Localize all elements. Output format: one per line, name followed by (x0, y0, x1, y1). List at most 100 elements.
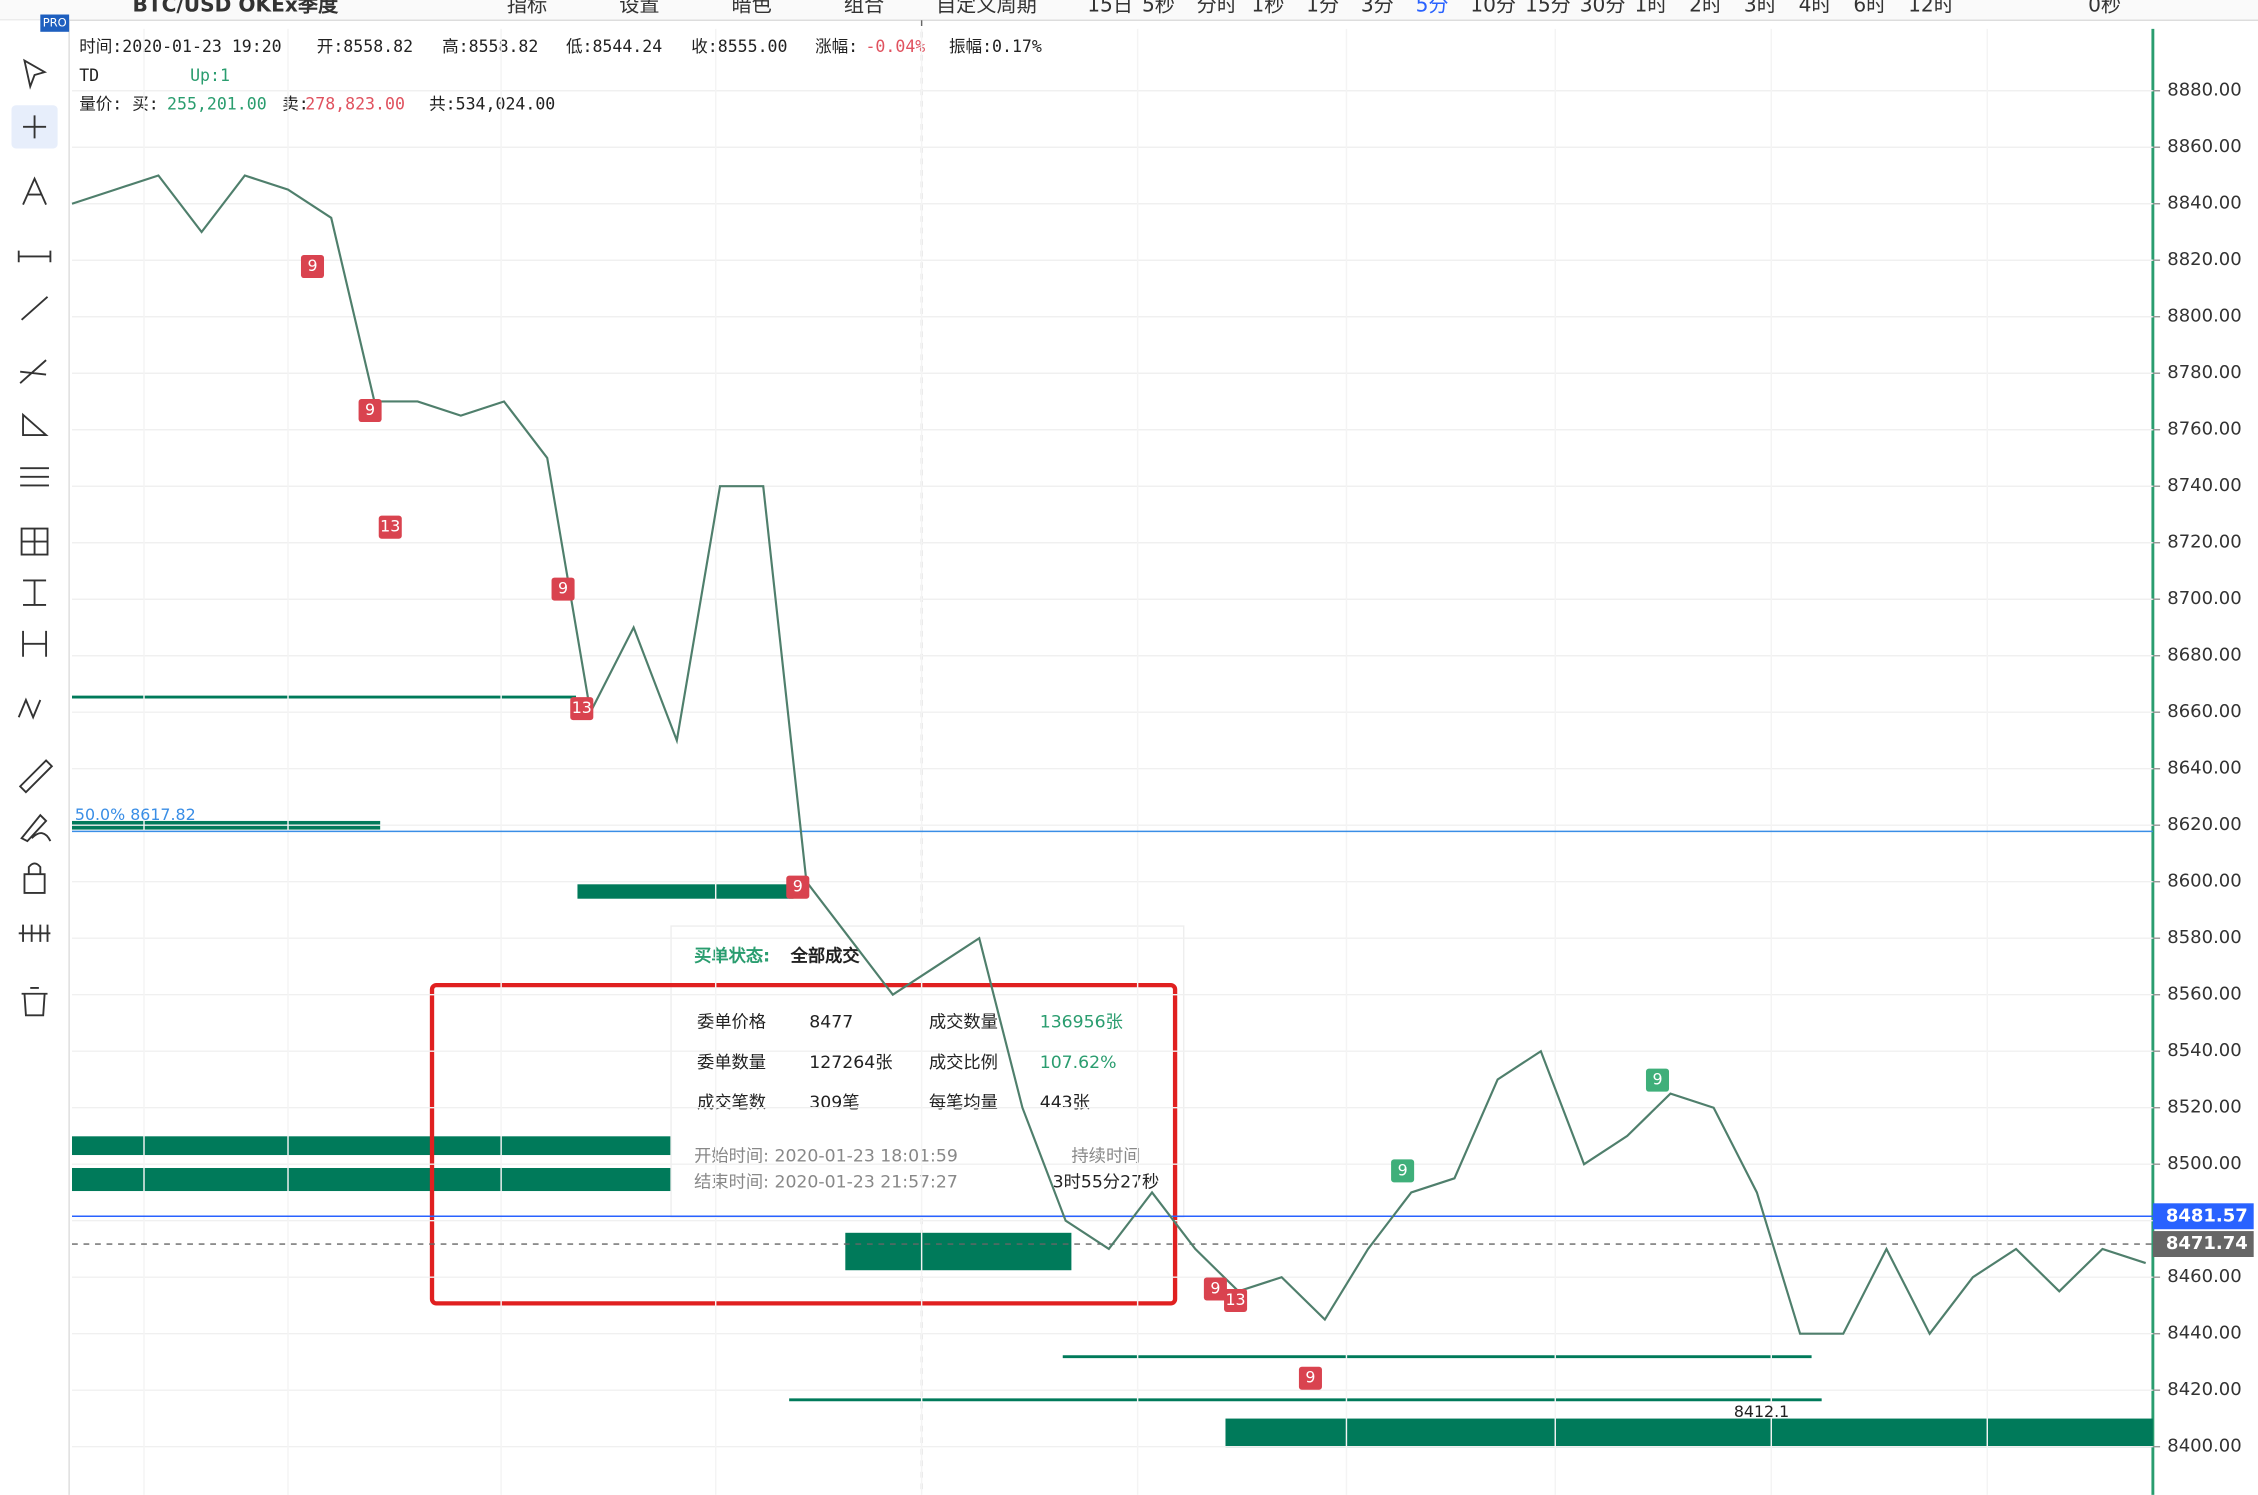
tooltip-status: 全部成交 (790, 945, 861, 966)
order-bar (72, 1167, 672, 1192)
volume-label: 量价: 买: (79, 95, 159, 114)
info-close: 收:8555.00 (691, 37, 787, 56)
y-tick-label: 8800.00 (2167, 306, 2241, 327)
y-tick-label: 8540.00 (2167, 1040, 2241, 1061)
order-bar (1225, 1418, 2153, 1448)
wave-icon[interactable] (17, 697, 42, 720)
td-marker (358, 399, 382, 423)
order-bar (72, 1136, 672, 1156)
trash-icon[interactable] (21, 987, 48, 1017)
ray-icon[interactable] (20, 296, 49, 321)
period-button[interactable]: 3时 (1744, 0, 1777, 16)
period-button[interactable]: 10分 (1470, 0, 1516, 16)
toolbar-button[interactable]: 组合 (844, 0, 884, 16)
top-bar[interactable]: BTC/USD OKEx季度 指标 设置 暗色 组合 自定义周期 15日 5秒 分时 1秒 1分 3… (132, 0, 2121, 16)
y-tick-label: 8760.00 (2167, 419, 2241, 440)
toolbar-button[interactable]: 指标 (507, 0, 547, 16)
period-button[interactable]: 4时 (1799, 0, 1832, 16)
y-tick-label: 8680.00 (2167, 645, 2241, 666)
td-marker (786, 875, 810, 899)
y-tick-label: 8660.00 (2167, 701, 2241, 722)
triangle-icon[interactable] (22, 412, 49, 436)
period-button[interactable]: 5分 (1416, 0, 1449, 16)
indicator-name: TD (79, 66, 99, 85)
period-button[interactable]: 12时 (1908, 0, 1954, 16)
info-time: 时间:2020-01-23 19:20 (79, 37, 281, 56)
price-tag (2152, 1203, 2254, 1230)
line-icon[interactable] (17, 250, 52, 263)
info-change: -0.04% (865, 37, 925, 56)
td-marker-label: 9 (1652, 1070, 1662, 1089)
td-marker-label: 9 (793, 877, 803, 896)
period-button[interactable]: 2时 (1689, 0, 1722, 16)
ruler-icon[interactable] (18, 759, 54, 794)
toolbar-button[interactable]: 暗色 (732, 0, 772, 16)
tooltip-label: 每笔均量 (929, 1093, 998, 1113)
tooltip-label: 成交笔数 (697, 1093, 766, 1113)
td-marker-label: 13 (572, 698, 592, 717)
period-button[interactable]: 1秒 (1251, 0, 1284, 16)
indicator-status: Up:1 (190, 66, 230, 85)
y-tick-label: 8600.00 (2167, 871, 2241, 892)
y-tick-label: 8520.00 (2167, 1097, 2241, 1118)
lock-icon[interactable] (23, 862, 46, 894)
td-marker (1298, 1366, 1322, 1390)
td-marker-label: 13 (1225, 1290, 1245, 1309)
side-toolbar (0, 20, 70, 1495)
info-low: 低:8544.24 (566, 37, 662, 56)
td-marker (570, 697, 594, 721)
tooltip-value: 127264张 (809, 1053, 892, 1073)
fib-icon[interactable] (20, 467, 49, 487)
pointer-icon[interactable] (23, 58, 48, 90)
period-button[interactable]: 6时 (1853, 0, 1886, 16)
toolbar (0, 0, 2258, 21)
grid-icon[interactable] (20, 527, 49, 556)
y-tick-label: 8880.00 (2167, 80, 2241, 101)
symbol[interactable]: BTC/USD OKEx季度 (132, 0, 339, 16)
tooltip-value: 443张 (1040, 1093, 1090, 1113)
td-marker (1203, 1277, 1227, 1301)
period-button[interactable]: 3分 (1361, 0, 1394, 16)
y-tick-label: 8720.00 (2167, 532, 2241, 553)
td-marker-label: 9 (1398, 1160, 1408, 1179)
tooltip-value: 107.62% (1040, 1053, 1117, 1073)
td-marker (1645, 1068, 1670, 1092)
period-button[interactable]: 1分 (1306, 0, 1339, 16)
period-button[interactable]: 分时 (1197, 0, 1237, 16)
tooltip-label: 委单数量 (697, 1053, 766, 1073)
order-bar (577, 884, 794, 899)
y-tick-label: 8780.00 (2167, 362, 2241, 383)
pro-text: PRO (43, 16, 67, 30)
period-button[interactable]: 5秒 (1142, 0, 1175, 16)
period-button[interactable]: 15分 (1525, 0, 1571, 16)
candle-icon[interactable] (18, 924, 51, 942)
tooltip-start: 开始时间: 2020-01-23 18:01:59 (694, 1146, 958, 1166)
toolbar-button[interactable]: 设置 (619, 0, 659, 16)
td-marker-label: 9 (365, 400, 375, 419)
period-button[interactable]: 30分 (1580, 0, 1626, 16)
tooltip-status-label: 买单状态: (694, 945, 770, 966)
tooltip-duration: 3时55分27秒 (1053, 1172, 1160, 1192)
price-line-series (71, 174, 2147, 1336)
pen-icon[interactable] (20, 813, 52, 843)
period-button[interactable]: 1时 (1634, 0, 1667, 16)
tooltip: 买单状态: 全部成交 开始时间: 2020-01-23 18:01:59 结束时… (429, 925, 1185, 1306)
period-button[interactable]: 15日 (1087, 0, 1133, 16)
td-marker-label: 9 (558, 579, 568, 598)
measure-icon[interactable] (23, 579, 47, 606)
info-high: 高:8558.82 (442, 37, 538, 56)
info-change-label: 涨幅: (815, 37, 858, 56)
volume-total: 共:534,024.00 (429, 95, 555, 114)
text-icon[interactable] (22, 176, 47, 205)
y-tick-label: 8840.00 (2167, 193, 2241, 214)
side-icons[interactable] (11, 58, 58, 1017)
pitchfork-icon[interactable] (19, 359, 47, 384)
tooltip-label: 成交比例 (929, 1053, 998, 1073)
td-marker-label: 9 (1305, 1368, 1315, 1387)
period-menu[interactable]: 自定义周期 (936, 0, 1037, 16)
order-bar (845, 1232, 1072, 1271)
cross-icon[interactable] (23, 115, 47, 139)
range-icon[interactable] (22, 630, 48, 657)
